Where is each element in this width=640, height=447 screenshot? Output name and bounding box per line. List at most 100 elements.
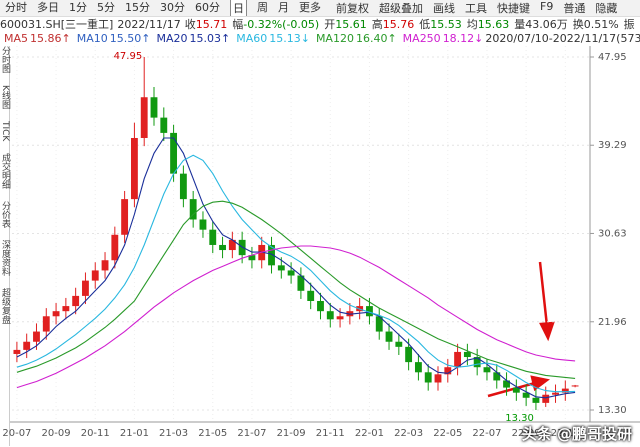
candle-body: [405, 346, 413, 363]
candle-body: [130, 137, 138, 200]
ma-line: [16, 137, 576, 399]
side-tab[interactable]: 分价表: [0, 201, 10, 229]
candle-body: [268, 244, 275, 266]
candle-body: [532, 397, 540, 403]
ma-line: [16, 245, 576, 389]
candle-body: [444, 367, 452, 375]
x-tick-label: 20-11: [81, 428, 110, 439]
x-tick-label: 21-03: [159, 428, 188, 439]
info-value: 43.06万: [525, 18, 568, 31]
legend-name: MA120: [315, 31, 354, 45]
x-tick-label: 21-11: [316, 428, 345, 439]
candle-body: [463, 351, 471, 358]
toolbar: 分时 多日 1分 5分 15分 30分 60分日周月更多 前复权 超级叠加 画线 工具 快捷键 F9 普通…: [0, 0, 640, 17]
period-tab[interactable]: 周: [257, 1, 268, 14]
info-bar: 600031.SH[三一重工] 2022/11/17 收15.71 幅-0.32%…: [0, 17, 640, 32]
x-tick-label: 22-01: [355, 428, 384, 439]
candle-body: [52, 311, 60, 317]
candle-body: [219, 244, 226, 251]
candle-body: [287, 270, 295, 276]
candles: [13, 57, 579, 410]
y-tick-label: 47.95: [598, 52, 627, 63]
x-tick-label: 22-09: [512, 428, 541, 439]
period-tab[interactable]: 60分: [195, 1, 220, 14]
period-tab[interactable]: 分时: [5, 1, 27, 14]
tool-button[interactable]: 工具: [465, 2, 487, 15]
period-tab[interactable]: 5分: [97, 1, 115, 14]
candle-body: [91, 270, 99, 281]
legend-value: 15.50↑: [109, 31, 151, 45]
period-tab[interactable]: 多日: [37, 1, 59, 14]
candle-body: [571, 385, 579, 387]
candle-body: [336, 316, 344, 320]
candle-body: [150, 97, 158, 118]
tool-button[interactable]: 隐藏: [595, 2, 618, 15]
candle-body: [101, 260, 109, 271]
candle-body: [493, 372, 501, 381]
legend-value: 15.03↑: [189, 31, 231, 45]
info-label: 均: [466, 18, 478, 31]
side-tab[interactable]: 成交明细: [0, 153, 10, 190]
ma-line: [16, 200, 576, 379]
ma-legend: MA5 15.86↑ MA10 15.50↑ MA20 15.03↑ MA60 15.13↓ M…: [0, 31, 640, 45]
candle-body: [375, 316, 383, 332]
side-tab[interactable]: 分时图: [0, 46, 10, 73]
x-tick-label: 22-05: [433, 428, 462, 439]
side-tab[interactable]: 超级复盘: [0, 288, 10, 325]
x-tick-label: 22-11: [551, 428, 580, 439]
period-tab[interactable]: 30分: [160, 1, 185, 14]
x-tick-label: 20-07: [2, 428, 31, 439]
period-tab[interactable]: 15分: [125, 1, 150, 14]
x-tick-label: 22-03: [394, 428, 423, 439]
info-field: 均15.63: [467, 17, 510, 31]
side-tab[interactable]: K线图: [0, 85, 10, 109]
high-label: 47.95: [114, 51, 143, 62]
legend-value: 15.13↓: [269, 31, 310, 45]
candle-body: [454, 351, 462, 368]
info-label: 低: [419, 18, 431, 31]
candle-body: [13, 349, 21, 354]
info-date: 2022/11/17: [117, 17, 181, 31]
period-tab[interactable]: 月: [278, 1, 289, 14]
candle-body: [179, 173, 187, 200]
tool-button[interactable]: F9: [540, 0, 554, 13]
arrow: [487, 261, 555, 398]
side-tab[interactable]: 深度资料: [0, 240, 10, 277]
info-label: 幅: [232, 18, 244, 31]
legend-value: 15.86↑: [30, 31, 71, 45]
candle-body: [111, 234, 119, 261]
info-value: 15.61: [335, 18, 367, 31]
candle-body: [248, 255, 256, 261]
x-tick-label: 22-07: [472, 428, 501, 439]
legend-name: MA60: [236, 31, 268, 45]
candle-body: [414, 362, 422, 373]
legend-name: MA5: [4, 31, 29, 45]
tool-button[interactable]: 前复权: [336, 2, 369, 15]
candle-body: [561, 388, 569, 393]
info-field: 幅-0.32%(-0.05): [232, 17, 319, 31]
period-tab[interactable]: 日: [230, 0, 247, 16]
candle-body: [395, 341, 403, 347]
candle-body: [199, 219, 207, 230]
candle-body: [552, 392, 559, 395]
tool-button[interactable]: 画线: [433, 2, 455, 15]
candle-body: [160, 117, 168, 133]
x-tick-label: 21-07: [237, 428, 266, 439]
info-field: 低15.53: [419, 17, 462, 31]
legend-value: 16.40↑: [355, 31, 397, 45]
stock-code: 600031.SH[三一重工]: [0, 18, 114, 31]
candle-body: [209, 229, 217, 245]
period-tab[interactable]: 更多: [299, 1, 321, 14]
tool-button[interactable]: 快捷键: [497, 2, 530, 15]
side-tab[interactable]: TICK: [0, 120, 10, 142]
tool-button[interactable]: 普通: [563, 2, 586, 15]
info-value: 15.71: [195, 18, 228, 31]
tool-button[interactable]: 超级叠加: [379, 2, 423, 15]
info-field: 量43.06万: [514, 17, 568, 31]
x-tick-label: 21-05: [198, 428, 227, 439]
sidebar: 分时图 K线图 TICK 成交明细分价表深度资料超级复盘: [0, 46, 10, 446]
info-value: 15.76: [382, 18, 415, 31]
period-tab[interactable]: 1分: [69, 1, 87, 14]
